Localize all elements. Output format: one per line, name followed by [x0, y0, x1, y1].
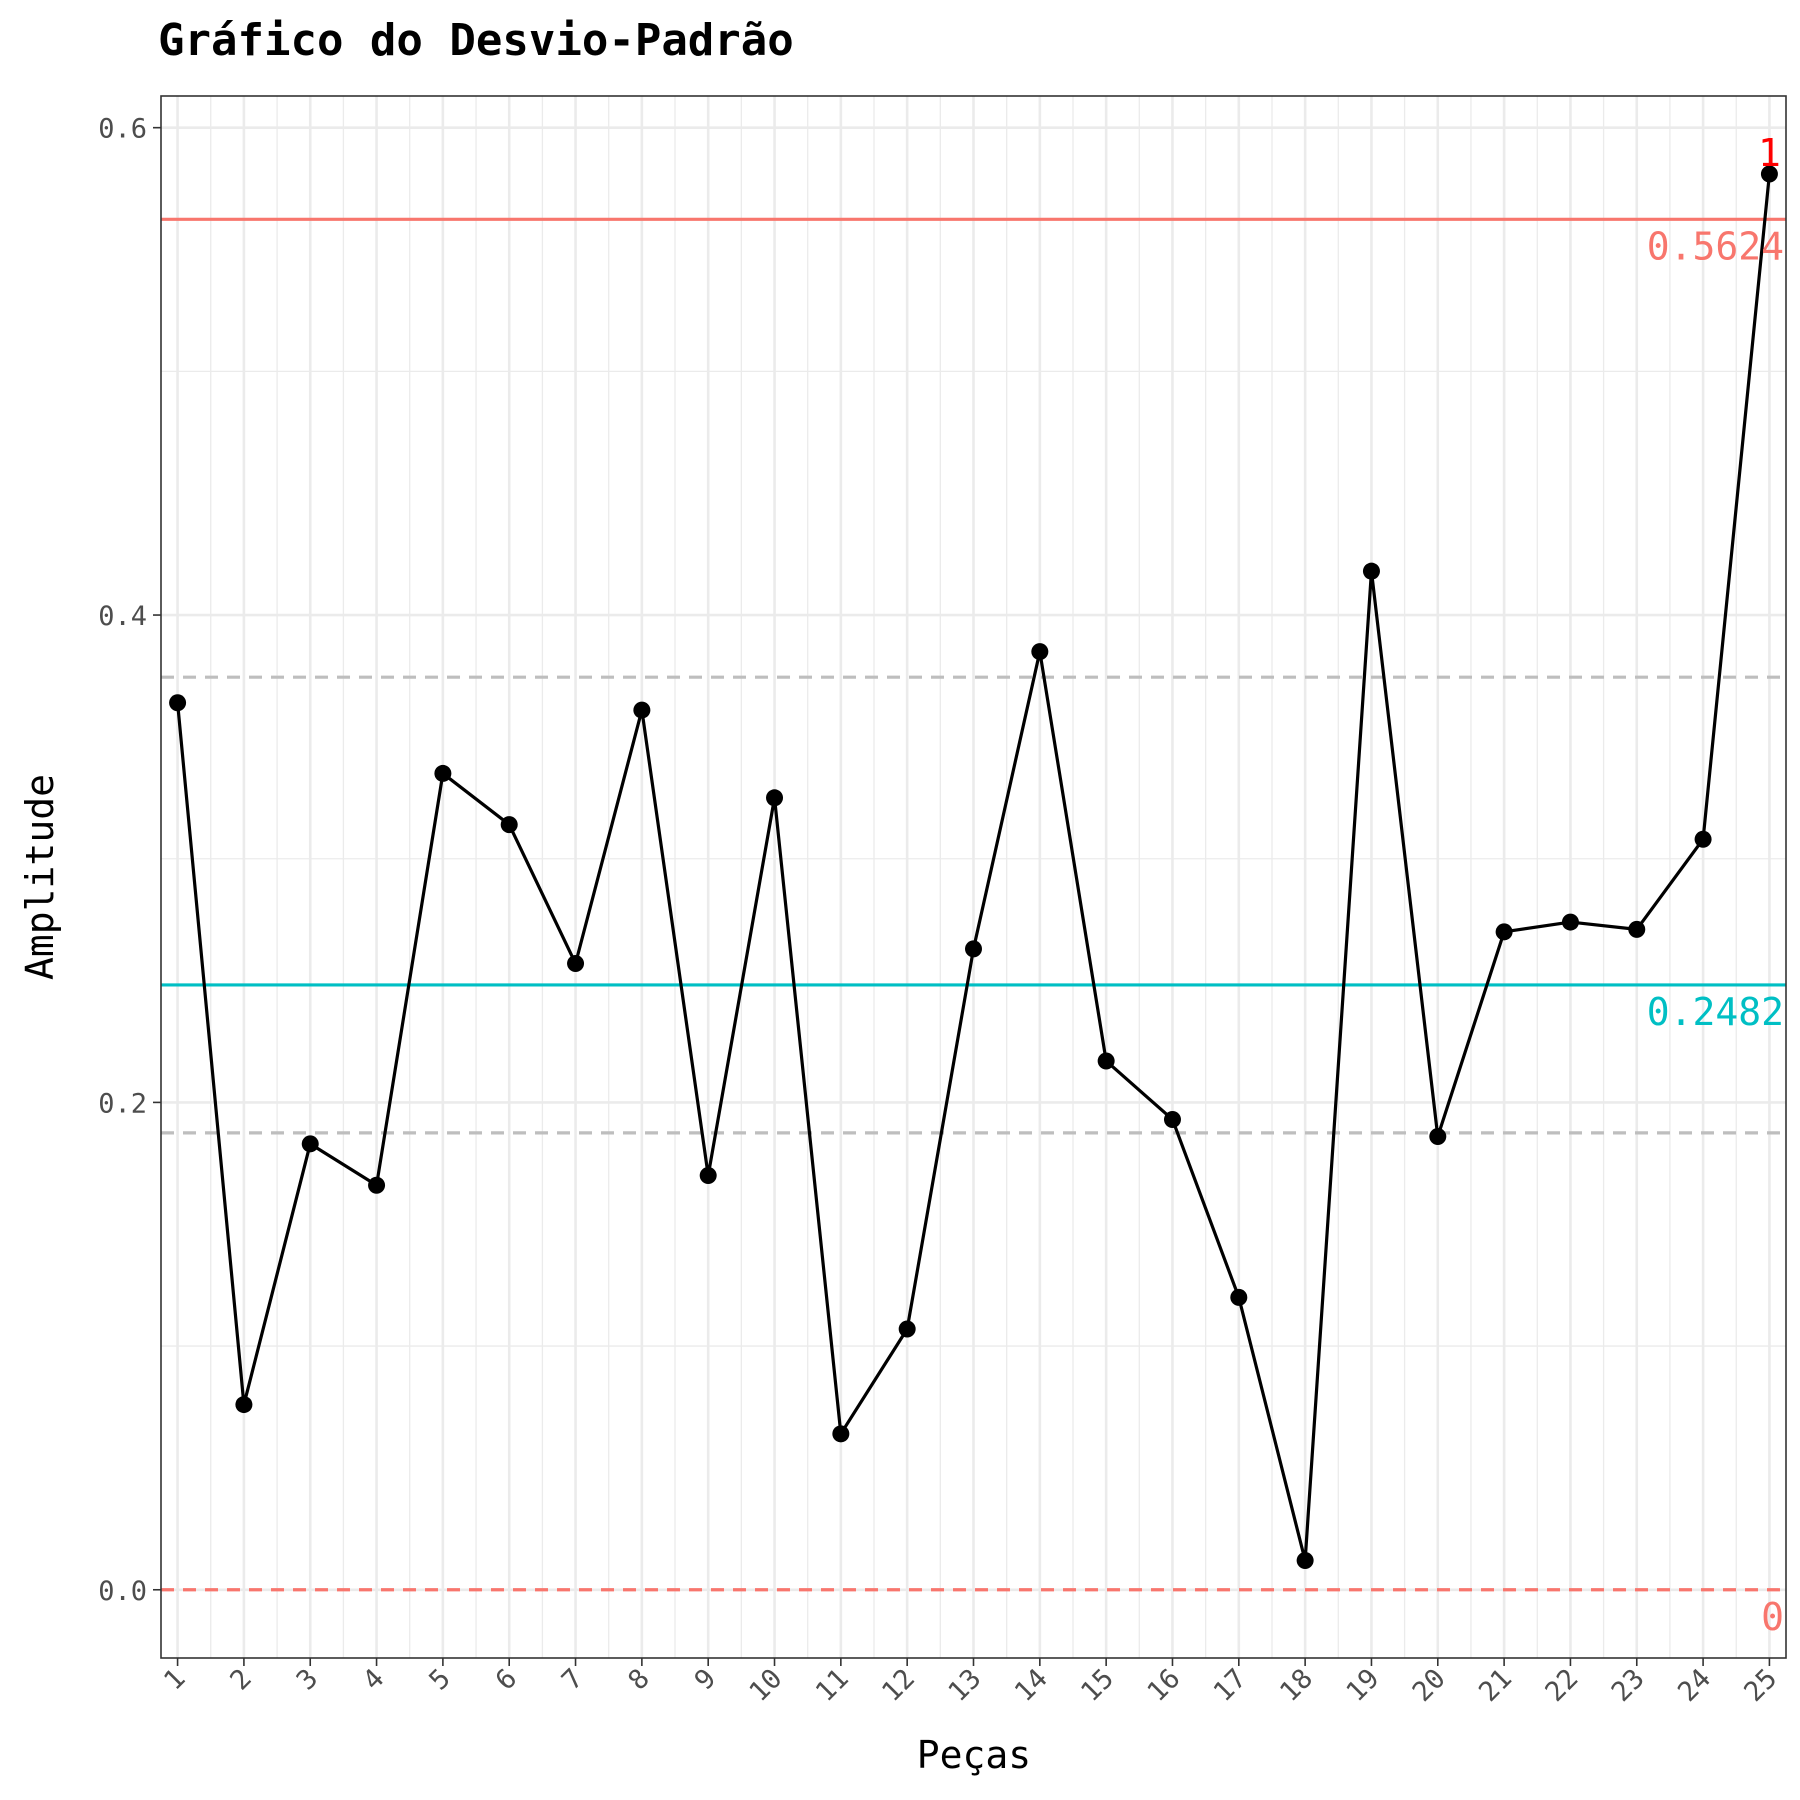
- data-point: [1628, 920, 1646, 938]
- x-tick-label: 6: [490, 1663, 523, 1696]
- x-tick-label: 2: [224, 1663, 257, 1696]
- data-point: [1495, 923, 1513, 941]
- x-tick-label: 5: [423, 1663, 456, 1696]
- data-point: [766, 789, 784, 807]
- x-tick-label: 4: [357, 1663, 390, 1696]
- x-tick-label: 19: [1340, 1663, 1385, 1708]
- y-axis-title: Amplitude: [18, 774, 62, 980]
- x-tick-label: 22: [1539, 1663, 1584, 1708]
- x-tick-label: 24: [1672, 1663, 1717, 1708]
- data-point: [898, 1320, 916, 1338]
- x-tick-label: 9: [689, 1663, 722, 1696]
- data-point: [434, 764, 452, 782]
- data-point: [1163, 1110, 1181, 1128]
- x-tick-label: 18: [1274, 1663, 1319, 1708]
- data-point: [368, 1176, 386, 1194]
- y-tick-label: 0.4: [98, 601, 147, 632]
- x-tick-label: 14: [1009, 1663, 1054, 1708]
- grid: [161, 96, 1786, 1658]
- x-tick-label: 16: [1142, 1663, 1187, 1708]
- data-point: [832, 1425, 850, 1443]
- x-tick-label: 20: [1407, 1663, 1452, 1708]
- x-tick-label: 7: [556, 1663, 589, 1696]
- x-tick-label: 8: [622, 1663, 655, 1696]
- x-tick-label: 15: [1075, 1663, 1120, 1708]
- data-point: [169, 694, 187, 712]
- data-point: [301, 1135, 319, 1153]
- x-axis-title: Peças: [917, 1733, 1031, 1777]
- x-tick-label: 13: [943, 1663, 988, 1708]
- x-tick-label: 17: [1208, 1663, 1253, 1708]
- reference-lines: [161, 217, 1786, 1592]
- data-point: [1362, 562, 1380, 580]
- data-point: [1031, 643, 1049, 661]
- x-tick-label: 12: [876, 1663, 921, 1708]
- y-tick-label: 0.2: [98, 1088, 147, 1119]
- data-point: [500, 816, 518, 834]
- chart-title: Gráfico do Desvio-Padrão: [158, 15, 794, 66]
- data-point: [567, 955, 585, 973]
- data-point: [1296, 1552, 1314, 1570]
- data-series: [169, 165, 1778, 1570]
- data-point: [633, 701, 651, 719]
- data-point: [1561, 913, 1579, 931]
- x-tick-label: 23: [1606, 1663, 1651, 1708]
- x-tick-label: 25: [1738, 1663, 1783, 1708]
- data-point: [965, 940, 982, 958]
- data-point: [1694, 830, 1712, 848]
- reference-line-label: 0.5624: [1647, 224, 1784, 268]
- data-point: [1760, 165, 1778, 183]
- data-point: [1429, 1128, 1447, 1146]
- data-point: [1097, 1052, 1115, 1070]
- reference-line-labels: 0.5624 0.2482 0 1: [1647, 131, 1784, 1639]
- data-point: [699, 1167, 717, 1185]
- y-tick-label: 0.6: [98, 114, 147, 145]
- x-tick-label: 3: [291, 1663, 324, 1696]
- data-point: [1230, 1288, 1248, 1306]
- x-tick-label: 11: [810, 1663, 855, 1708]
- y-tick-label: 0.0: [98, 1576, 147, 1607]
- data-point: [235, 1396, 253, 1414]
- reference-line-label: 0.2482: [1647, 990, 1784, 1034]
- point-annotation: 1: [1758, 131, 1781, 175]
- x-tick-label: 1: [158, 1663, 191, 1696]
- reference-line-label: 0: [1761, 1595, 1784, 1639]
- x-tick-label: 10: [744, 1663, 789, 1708]
- x-tick-label: 21: [1473, 1663, 1518, 1708]
